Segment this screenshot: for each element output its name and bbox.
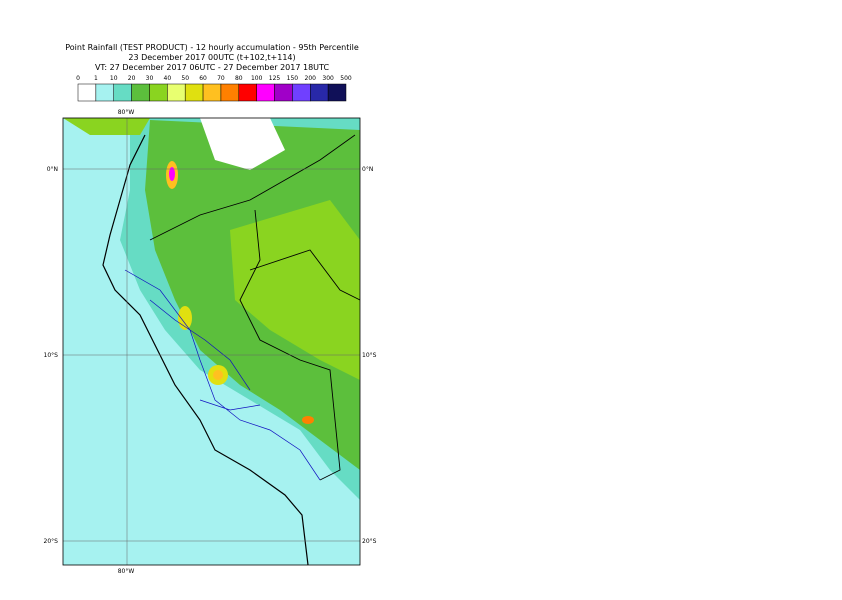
dry-area: [200, 118, 285, 170]
color-box: [184, 83, 204, 102]
coastline: [102, 134, 309, 565]
colorbar-label: 300: [322, 75, 334, 82]
title-line: Point Rainfall (TEST PRODUCT) - 12 hourl…: [65, 43, 359, 52]
rain-max: [169, 167, 175, 181]
colorbar-label: 70: [217, 75, 225, 82]
lon-label: 80°W: [118, 568, 135, 575]
color-box: [77, 83, 97, 102]
colorbar-label: 60: [199, 75, 207, 82]
lat-label: 20°S: [362, 538, 377, 545]
rain-max: [302, 416, 314, 424]
lon-label: 80°W: [118, 109, 135, 116]
colorbar-label: 100: [251, 75, 263, 82]
color-box: [149, 83, 168, 102]
color-box: [327, 83, 347, 102]
title-line: VT: 27 December 2017 06UTC - 27 December…: [95, 63, 329, 72]
color-box: [310, 83, 329, 102]
colorbar-label: 20: [128, 75, 136, 82]
rain-field: [230, 200, 360, 380]
color-box: [220, 83, 240, 102]
country-border: [149, 134, 360, 481]
map-frame: [62, 117, 361, 566]
color-box: [238, 83, 257, 102]
colorbar-label: 30: [146, 75, 154, 82]
rain-max: [213, 370, 223, 380]
colorbar-label: 50: [181, 75, 189, 82]
color-box: [202, 83, 222, 102]
colorbar-label: 40: [164, 75, 172, 82]
title-line: 23 December 2017 00UTC (t+102,t+114): [128, 53, 295, 62]
colorbar-label: 1: [94, 75, 98, 82]
colorbar-label: 200: [305, 75, 317, 82]
lat-label: 10°S: [44, 352, 59, 359]
rain-field: [63, 118, 150, 135]
lat-label: 0°N: [47, 166, 58, 173]
color-box: [274, 83, 293, 102]
colorbar-label: 125: [269, 75, 281, 82]
colorbar-label: 0: [76, 75, 80, 82]
lat-label: 20°S: [44, 538, 59, 545]
colorbar-label: 80: [235, 75, 243, 82]
map: [63, 118, 360, 565]
colorbar-label: 10: [110, 75, 118, 82]
color-box: [131, 83, 150, 102]
color-box: [256, 83, 275, 102]
lat-label: 10°S: [362, 352, 377, 359]
colorbar: 0 1 10 20 30 40 50 60 70 80 100 125 150 200 300 500: [76, 75, 352, 102]
colorbar-label: 500: [340, 75, 352, 82]
color-box: [113, 83, 132, 102]
lat-label: 0°N: [362, 166, 373, 173]
color-box: [95, 83, 114, 102]
color-box: [167, 83, 186, 102]
color-box: [292, 83, 311, 102]
colorbar-label: 150: [287, 75, 299, 82]
region-border: [124, 269, 321, 481]
